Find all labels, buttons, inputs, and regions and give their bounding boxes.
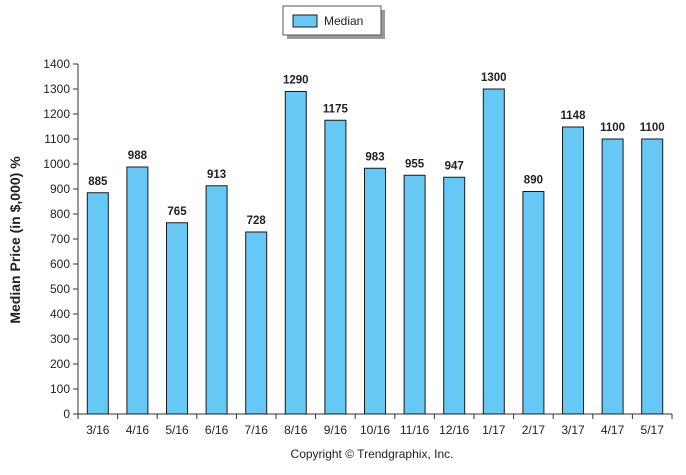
bar — [641, 138, 664, 415]
x-tick-label: 7/16 — [245, 423, 269, 437]
data-label: 1148 — [561, 110, 587, 122]
y-tick-label: 1400 — [43, 57, 70, 71]
y-tick-label: 1300 — [43, 82, 70, 96]
data-label: 1100 — [600, 122, 625, 134]
bar — [364, 167, 386, 415]
x-tick-label: 6/16 — [205, 423, 229, 437]
bar — [482, 88, 505, 415]
y-tick-label: 300 — [50, 332, 70, 346]
data-label: 765 — [167, 206, 187, 218]
y-tick-label: 1100 — [44, 132, 70, 146]
y-tick-label: 600 — [50, 257, 70, 271]
bar — [126, 166, 149, 415]
x-tick-label: 11/16 — [400, 423, 429, 437]
bar — [522, 191, 545, 415]
x-tick-label: 10/16 — [360, 423, 390, 437]
x-tick-label: 3/17 — [561, 423, 585, 437]
y-tick-label: 500 — [50, 282, 70, 296]
y-tick-label: 200 — [50, 357, 70, 371]
y-tick-label: 100 — [50, 382, 70, 396]
bar — [403, 174, 426, 415]
bar — [562, 126, 584, 415]
bars: 885 988 765 913 728 1290 1175 983 955 947 1300 890 1… — [86, 72, 665, 415]
data-label: 1300 — [481, 72, 507, 84]
x-tick-label: 4/17 — [601, 423, 625, 437]
data-label: 983 — [365, 151, 384, 163]
x-tick-label: 12/16 — [439, 423, 469, 437]
bar — [245, 231, 268, 415]
legend: Median — [282, 5, 385, 39]
axes: 0 100 200 300 400 500 600 700 800 900 1000 1100 1200… — [43, 57, 673, 437]
data-label: 988 — [128, 150, 148, 162]
data-label: 947 — [445, 160, 464, 172]
bar — [324, 119, 347, 415]
data-label: 1290 — [283, 75, 309, 87]
y-tick-label: 700 — [50, 232, 70, 246]
y-tick-label: 800 — [50, 207, 70, 221]
legend-label: Median — [324, 14, 363, 28]
y-tick-label: 0 — [63, 407, 70, 421]
copyright-text: Copyright © Trendgraphix, Inc. — [291, 447, 454, 461]
x-tick-label: 1/17 — [482, 423, 506, 437]
data-label: 728 — [247, 215, 267, 227]
data-label: 955 — [405, 158, 425, 170]
data-label: 1100 — [640, 122, 665, 134]
x-tick-label: 5/16 — [165, 423, 189, 437]
y-tick-label: 900 — [50, 182, 70, 196]
bar — [601, 138, 624, 415]
bar — [205, 185, 228, 415]
bar — [284, 91, 307, 415]
y-tick-label: 1200 — [43, 107, 70, 121]
x-tick-label: 2/17 — [522, 423, 546, 437]
bar — [86, 192, 109, 415]
legend-swatch — [292, 14, 318, 28]
bar — [166, 222, 188, 415]
data-label: 913 — [207, 169, 226, 181]
x-tick-label: 5/17 — [641, 423, 665, 437]
bar — [443, 176, 466, 415]
y-tick-label: 1000 — [43, 157, 70, 171]
data-label: 885 — [88, 176, 108, 188]
x-tick-label: 8/16 — [284, 423, 308, 437]
x-tick-label: 4/16 — [126, 423, 150, 437]
x-tick-label: 3/16 — [86, 423, 110, 437]
y-tick-label: 400 — [50, 307, 70, 321]
data-label: 890 — [524, 175, 543, 187]
y-axis-label: Median Price (in $,000) % — [7, 156, 23, 324]
data-label: 1175 — [323, 103, 349, 115]
x-tick-label: 9/16 — [324, 423, 348, 437]
